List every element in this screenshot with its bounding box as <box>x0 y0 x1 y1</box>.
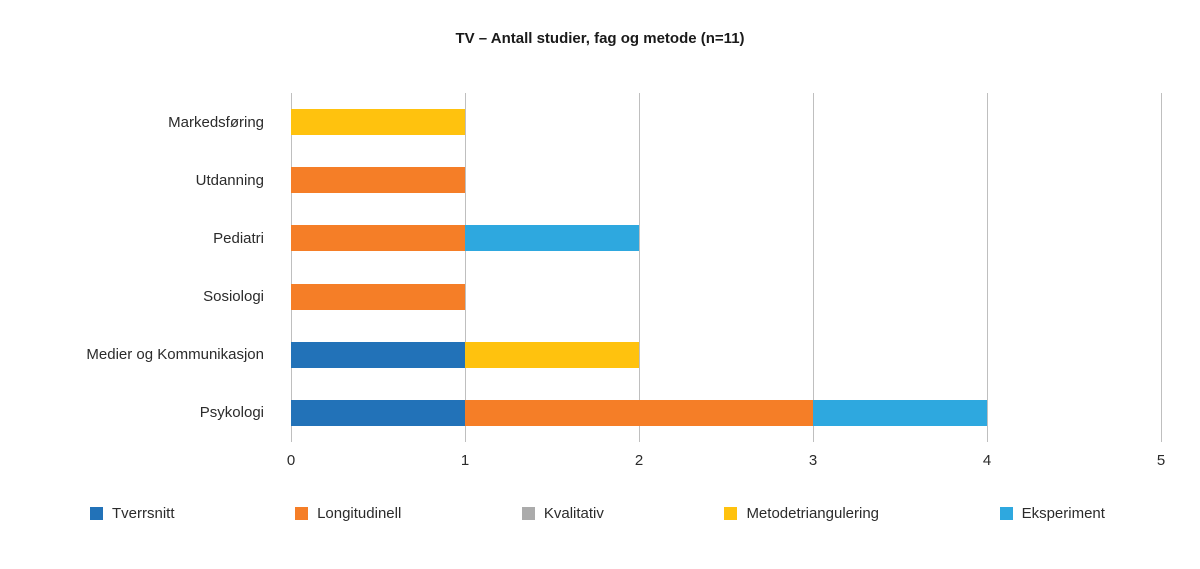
category-label: Utdanning <box>195 171 264 189</box>
legend-swatch-icon <box>295 507 309 520</box>
gridline <box>1161 93 1162 442</box>
x-tick-label: 4 <box>982 452 992 469</box>
x-tick-label: 0 <box>286 452 296 469</box>
category-label: Psykologi <box>199 404 264 422</box>
bar-stack <box>291 341 1161 368</box>
category-label: Pediatri <box>213 229 264 247</box>
bar-row <box>291 209 1161 267</box>
category-label: Markedsføring <box>168 113 264 131</box>
x-tick-label: 3 <box>808 452 818 469</box>
gridline <box>465 93 466 442</box>
legend-label: Metodetriangulering <box>746 505 880 522</box>
bar-stack <box>291 225 1161 252</box>
bar-segment-longitudinell <box>291 167 465 194</box>
legend-label: Eksperiment <box>1021 505 1105 522</box>
bar-segment-tverrsnitt <box>291 399 465 426</box>
gridline <box>813 93 814 442</box>
legend-item: Kvalitativ <box>521 505 604 522</box>
legend-item: Metodetriangulering <box>724 505 879 522</box>
bar-row <box>291 384 1161 442</box>
bar-segment-longitudinell <box>465 399 813 426</box>
x-tick-label: 5 <box>1156 452 1166 469</box>
bar-stack <box>291 167 1161 194</box>
legend-swatch-icon <box>90 507 103 520</box>
bar-stack <box>291 109 1161 136</box>
x-axis: 0 1 2 3 4 5 <box>287 452 1165 474</box>
bar-row <box>291 326 1161 384</box>
plot-gridlines <box>291 93 1162 442</box>
legend-swatch-icon <box>999 507 1013 520</box>
gridline <box>639 93 640 442</box>
bar-stack <box>291 283 1161 310</box>
legend-label: Tverrsnitt <box>112 505 175 522</box>
category-label: Medier og Kommunikasjon <box>86 346 264 364</box>
legend-item: Longitudinell <box>295 505 401 522</box>
legend-label: Longitudinell <box>317 505 402 522</box>
category-labels: Markedsføring Utdanning Pediatri Sosiologi M… <box>0 93 278 442</box>
x-tick-label: 2 <box>634 452 644 469</box>
chart-title: TV – Antall studier, fag og metode (n=11… <box>455 30 745 47</box>
bar-segment-metodetriangulering <box>465 341 639 368</box>
bar-segment-longitudinell <box>291 225 465 252</box>
gridline <box>291 93 292 442</box>
category-label: Sosiologi <box>203 288 264 306</box>
bar-rows <box>291 93 1161 442</box>
bar-row <box>291 93 1161 151</box>
bar-row <box>291 268 1161 326</box>
bar-stack <box>291 399 1161 426</box>
bar-segment-eksperiment <box>465 225 639 252</box>
legend-label: Kvalitativ <box>543 505 604 522</box>
legend-item: Tverrsnitt <box>90 505 175 522</box>
legend: Tverrsnitt Longitudinell Kvalitativ Metodet… <box>90 505 1105 522</box>
legend-swatch-icon <box>521 507 535 520</box>
plot-area <box>291 93 1162 442</box>
legend-item: Eksperiment <box>999 505 1105 522</box>
gridline <box>987 93 988 442</box>
bar-segment-longitudinell <box>291 283 465 310</box>
x-tick-label: 1 <box>460 452 470 469</box>
bar-row <box>291 151 1161 209</box>
bar-segment-eksperiment <box>813 399 987 426</box>
legend-swatch-icon <box>724 507 738 520</box>
bar-segment-metodetriangulering <box>291 109 465 136</box>
bar-segment-tverrsnitt <box>291 341 465 368</box>
